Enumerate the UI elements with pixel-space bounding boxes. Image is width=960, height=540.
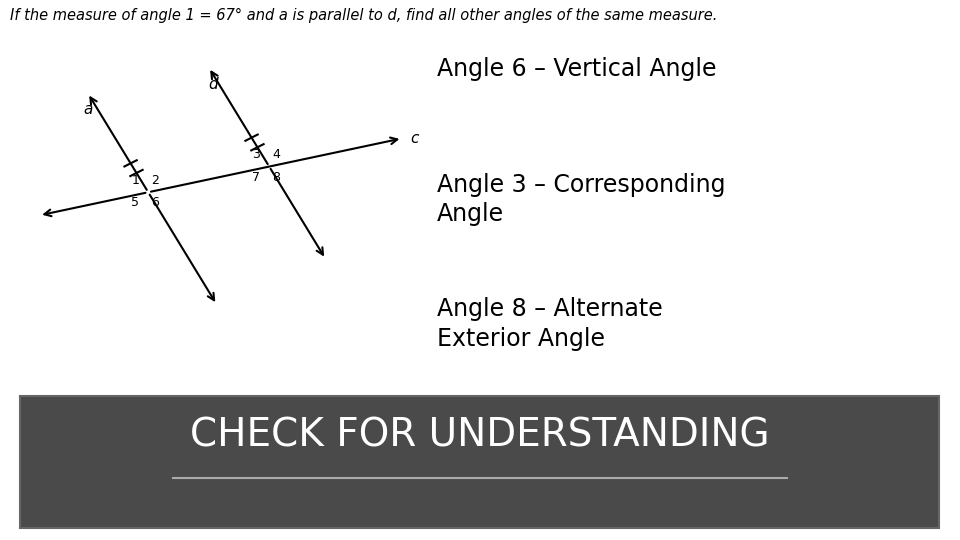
Text: 3: 3 [252, 148, 260, 161]
Text: 6: 6 [152, 197, 159, 210]
Text: Angle 8 – Alternate
Exterior Angle: Angle 8 – Alternate Exterior Angle [437, 297, 662, 350]
Text: CHECK FOR UNDERSTANDING: CHECK FOR UNDERSTANDING [190, 416, 770, 455]
Text: Angle 3 – Corresponding
Angle: Angle 3 – Corresponding Angle [437, 173, 726, 226]
FancyBboxPatch shape [20, 396, 939, 528]
Text: 1: 1 [132, 174, 139, 187]
Text: 4: 4 [273, 148, 280, 161]
Text: If the measure of angle 1 = 67° and a is parallel to d, find all other angles of: If the measure of angle 1 = 67° and a is… [10, 8, 717, 23]
Text: 7: 7 [252, 171, 260, 184]
Text: a: a [84, 102, 92, 117]
Text: 8: 8 [273, 171, 280, 184]
Text: d: d [208, 77, 218, 92]
Text: 5: 5 [132, 197, 139, 210]
Text: 2: 2 [152, 174, 159, 187]
Text: c: c [410, 131, 419, 146]
Text: Angle 6 – Vertical Angle: Angle 6 – Vertical Angle [437, 57, 716, 80]
